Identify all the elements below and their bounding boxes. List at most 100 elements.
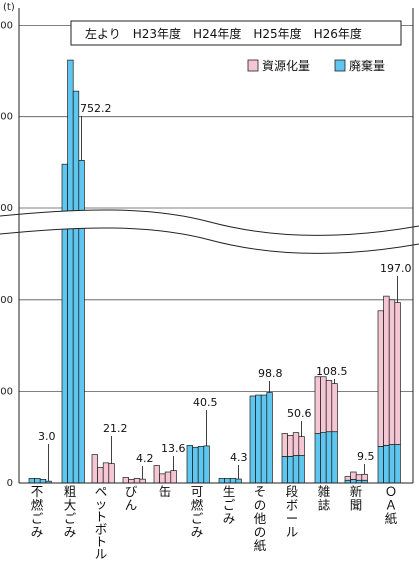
- bar-recycled-11-3: [394, 302, 401, 445]
- category-label-6-char-1: ご: [223, 498, 236, 513]
- category-label-7-char-3: の: [254, 525, 267, 540]
- category-label-10-char-1: 聞: [350, 498, 363, 513]
- bar-recycled-2-0: [91, 454, 98, 484]
- bar-recycled-4-1: [159, 473, 166, 484]
- data-label-4: 13.6: [161, 442, 186, 455]
- category-label-7-char-2: 他: [254, 511, 267, 526]
- bar-recycled-2-1: [97, 467, 104, 484]
- axis-break-band: [0, 209, 419, 254]
- category-label-2-char-5: ル: [95, 547, 108, 562]
- category-label-2-char-0: ペ: [95, 484, 108, 499]
- bar-waste-9-2: [325, 431, 333, 484]
- bar-waste-9-3: [331, 431, 338, 484]
- bar-recycled-9-3: [331, 383, 338, 433]
- bar-waste-9-0: [314, 433, 321, 484]
- bar-waste-8-2: [292, 455, 300, 484]
- axis-break: [0, 209, 419, 254]
- category-label-10-char-0: 新: [350, 484, 363, 499]
- bar-waste-11-1: [383, 445, 390, 484]
- legend-swatch-1: [334, 59, 346, 72]
- category-label-3-char-0: び: [125, 484, 138, 499]
- data-labels: 3.0 752.2 21.2 4.2 13.6 40.5 4.3 98.8 50.6 108.5 9…: [38, 102, 412, 482]
- bar-waste-6-2: [229, 478, 237, 484]
- bar-recycled-10-0: [344, 476, 351, 481]
- bar-waste-1-3: [78, 159, 85, 484]
- category-label-5-char-3: み: [191, 525, 204, 540]
- bar-waste-5-2: [197, 446, 205, 484]
- bar-recycled-4-2: [164, 471, 172, 484]
- bar-recycled-9-1: [320, 376, 327, 433]
- category-label-2-char-4: ト: [95, 534, 108, 549]
- bar-waste-1-2: [72, 90, 80, 484]
- bar-waste-7-0: [249, 395, 256, 484]
- data-label-3: 4.2: [136, 452, 154, 465]
- bar-waste-1-1: [67, 59, 74, 484]
- bar-waste-11-3: [394, 444, 401, 484]
- bar-waste-6-1: [224, 478, 231, 484]
- category-label-2-char-3: ボ: [95, 522, 108, 537]
- category-label-6-char-2: み: [223, 511, 236, 526]
- category-label-7-char-4: 紙: [254, 538, 267, 553]
- category-label-7-char-1: の: [254, 498, 267, 513]
- bar-waste-7-3: [266, 392, 273, 484]
- bar-waste-6-0: [218, 478, 225, 484]
- bar-waste-11-0: [377, 446, 384, 484]
- category-label-1-char-0: 粗: [64, 484, 77, 499]
- bar-recycled-11-0: [377, 310, 384, 447]
- data-label-2: 21.2: [103, 422, 128, 435]
- category-label-11-char-1: Ａ: [385, 498, 398, 513]
- legend-label-1: 廃棄量: [349, 58, 385, 73]
- legend-swatch-0: [247, 59, 259, 72]
- bar-recycled-11-2: [388, 299, 396, 445]
- bar-waste-10-1: [350, 478, 357, 484]
- data-label-11: 197.0: [380, 262, 412, 275]
- bar-recycled-11-1: [383, 295, 390, 446]
- bar-waste-6-3: [235, 478, 242, 484]
- bar-recycled-10-1: [350, 471, 357, 480]
- bar-recycled-4-3: [170, 470, 177, 484]
- bar-recycled-3-3: [139, 478, 146, 484]
- y-tick-label-100: 100: [0, 386, 13, 397]
- bars: [28, 59, 401, 484]
- category-label-0-char-0: 不: [31, 484, 44, 499]
- category-label-5-char-1: 燃: [191, 498, 204, 513]
- bar-recycled-3-1: [128, 478, 135, 484]
- bar-waste-8-1: [287, 456, 294, 484]
- bar-waste-5-3: [203, 445, 210, 484]
- category-label-5-char-2: ご: [191, 511, 204, 526]
- bar-waste-7-1: [255, 394, 262, 484]
- category-label-2-char-2: ト: [95, 509, 108, 524]
- bar-recycled-10-2: [355, 474, 363, 481]
- category-label-11-char-2: 紙: [385, 511, 398, 526]
- bar-waste-8-0: [281, 456, 288, 484]
- data-label-8: 50.6: [287, 407, 312, 420]
- category-label-1-char-3: み: [64, 525, 77, 540]
- bar-recycled-3-2: [133, 478, 141, 484]
- category-label-4-char-0: 缶: [159, 484, 172, 499]
- category-label-0-char-1: 燃: [31, 498, 44, 513]
- axis-break-line-upper: [0, 209, 419, 236]
- legend-label-0: 資源化量: [262, 59, 310, 73]
- category-label-8-char-1: ボ: [286, 498, 299, 513]
- bar-waste-0-0: [28, 478, 35, 484]
- bar-recycled-2-3: [108, 463, 115, 484]
- bar-waste-5-0: [186, 445, 193, 484]
- data-label-9: 108.5: [316, 365, 348, 378]
- bar-waste-5-1: [192, 446, 199, 484]
- y-tick-label-800: 800: [0, 112, 13, 123]
- bar-recycled-9-2: [325, 380, 333, 433]
- bar-waste-11-2: [388, 444, 396, 484]
- bar-waste-0-1: [34, 478, 41, 484]
- data-label-0: 3.0: [38, 430, 56, 443]
- y-tick-label-900: 900: [0, 20, 13, 31]
- category-label-5-char-0: 可: [191, 484, 204, 499]
- bar-recycled-4-0: [153, 465, 160, 484]
- axes: 0 100 200 700 800 900 (t): [0, 2, 414, 489]
- data-label-6: 4.3: [230, 451, 248, 464]
- axis-break-line-lower: [0, 227, 419, 254]
- category-label-9-char-0: 雑: [318, 484, 331, 499]
- category-label-9-char-1: 誌: [318, 498, 331, 513]
- bar-recycled-10-3: [361, 473, 368, 481]
